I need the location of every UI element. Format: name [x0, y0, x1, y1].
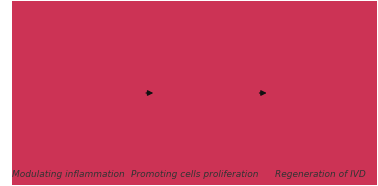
Polygon shape: [0, 0, 68, 186]
Polygon shape: [0, 0, 195, 186]
Text: Promoting cells proliferation: Promoting cells proliferation: [131, 170, 258, 179]
FancyBboxPatch shape: [13, 3, 376, 184]
Text: Regeneration of IVD: Regeneration of IVD: [275, 170, 366, 179]
Polygon shape: [0, 0, 321, 186]
Text: Modulating inflammation: Modulating inflammation: [12, 170, 125, 179]
